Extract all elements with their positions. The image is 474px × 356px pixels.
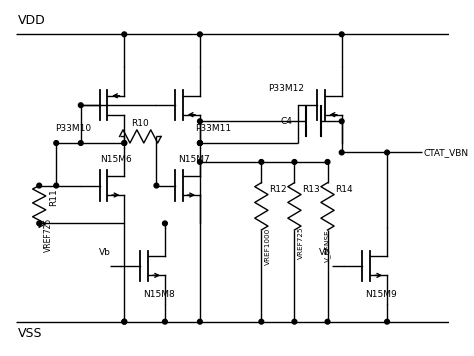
Circle shape: [122, 32, 127, 37]
Text: VREF725: VREF725: [298, 226, 304, 258]
Circle shape: [198, 319, 202, 324]
Text: Vb: Vb: [319, 248, 331, 257]
Circle shape: [325, 319, 330, 324]
Text: N15M9: N15M9: [365, 290, 397, 299]
Circle shape: [198, 159, 202, 164]
Circle shape: [54, 183, 59, 188]
Circle shape: [292, 319, 297, 324]
Text: Vb: Vb: [99, 248, 110, 257]
Text: P33M11: P33M11: [195, 124, 231, 134]
Circle shape: [198, 32, 202, 37]
Text: R10: R10: [131, 119, 149, 128]
Circle shape: [339, 119, 344, 124]
Text: VSS: VSS: [18, 326, 43, 340]
Circle shape: [122, 141, 127, 145]
Circle shape: [78, 141, 83, 145]
Text: P33M12: P33M12: [268, 84, 304, 93]
Circle shape: [154, 183, 159, 188]
Text: N15M6: N15M6: [100, 155, 131, 164]
Text: V_SENSE: V_SENSE: [324, 230, 330, 262]
Text: R13: R13: [302, 185, 320, 194]
Circle shape: [385, 319, 390, 324]
Text: VREF725: VREF725: [44, 218, 53, 252]
Text: VDD: VDD: [18, 14, 46, 27]
Text: N15M7: N15M7: [178, 155, 210, 164]
Circle shape: [163, 221, 167, 226]
Circle shape: [37, 183, 42, 188]
Text: P33M10: P33M10: [55, 124, 91, 134]
Circle shape: [78, 103, 83, 108]
Text: R12: R12: [269, 185, 287, 194]
Circle shape: [163, 319, 167, 324]
Text: R11: R11: [49, 188, 58, 206]
Circle shape: [198, 141, 202, 145]
Text: C4: C4: [281, 117, 293, 126]
Text: VREF1000: VREF1000: [265, 227, 271, 265]
Text: R14: R14: [335, 185, 353, 194]
Circle shape: [198, 119, 202, 124]
Text: CTAT_VBN: CTAT_VBN: [424, 148, 469, 157]
Circle shape: [385, 150, 390, 155]
Circle shape: [198, 141, 202, 145]
Circle shape: [292, 159, 297, 164]
Circle shape: [122, 319, 127, 324]
Circle shape: [259, 319, 264, 324]
Circle shape: [259, 159, 264, 164]
Circle shape: [37, 221, 42, 226]
Circle shape: [325, 159, 330, 164]
Circle shape: [198, 141, 202, 145]
Circle shape: [122, 141, 127, 145]
Circle shape: [54, 141, 59, 145]
Text: N15M8: N15M8: [143, 290, 175, 299]
Circle shape: [339, 32, 344, 37]
Circle shape: [122, 319, 127, 324]
Circle shape: [339, 150, 344, 155]
